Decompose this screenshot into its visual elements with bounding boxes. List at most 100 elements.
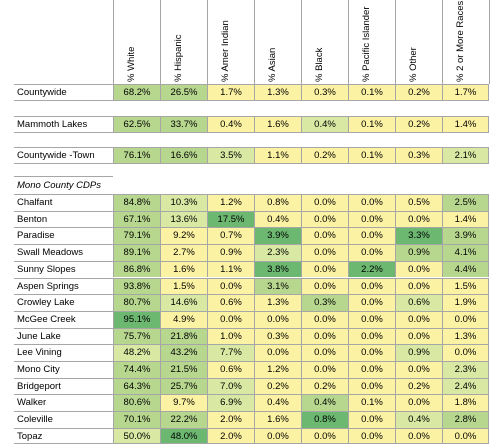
value-cell-black: 0.4% bbox=[301, 116, 348, 133]
value-cell-white: 80.7% bbox=[113, 294, 160, 311]
value-cell-amer-indian: 0.4% bbox=[207, 116, 254, 133]
col-header-label: % White bbox=[125, 46, 137, 82]
value-cell-white: 70.1% bbox=[113, 411, 160, 428]
value-cell-black: 0.0% bbox=[301, 310, 348, 328]
value-cell-hispanic: 43.2% bbox=[160, 344, 207, 361]
value-cell-other: 0.2% bbox=[395, 116, 442, 133]
value-cell-hispanic: 14.6% bbox=[160, 294, 207, 311]
value-cell-other: 0.0% bbox=[395, 210, 442, 228]
header-divider bbox=[489, 0, 490, 84]
row-label: Mammoth Lakes bbox=[14, 116, 113, 133]
value-cell-pacific-islander: 0.0% bbox=[348, 277, 395, 295]
value-cell-hispanic: 26.5% bbox=[160, 84, 207, 101]
value-cell-asian: 3.8% bbox=[254, 260, 301, 278]
row-walker: Walker 80.6% 9.7% 6.9% 0.4% 0.4% 0.1% 0.0% 1.8% bbox=[14, 394, 489, 412]
value-cell-black: 0.0% bbox=[301, 194, 348, 211]
value-cell-asian: 1.6% bbox=[254, 411, 301, 428]
header-hispanic: % Hispanic bbox=[160, 2, 207, 82]
value-cell-2-or-more-races: 1.8% bbox=[442, 394, 489, 412]
col-header-label: % Other bbox=[407, 47, 419, 82]
col-header-label: % Hispanic bbox=[172, 34, 184, 82]
value-cell-2-or-more-races: 1.3% bbox=[442, 327, 489, 345]
value-cell-hispanic: 25.7% bbox=[160, 377, 207, 395]
value-cell-other: 0.6% bbox=[395, 294, 442, 311]
header-asian: % Asian bbox=[254, 2, 301, 82]
value-cell-pacific-islander: 0.0% bbox=[348, 210, 395, 228]
value-cell-hispanic: 21.5% bbox=[160, 361, 207, 378]
value-cell-black: 0.2% bbox=[301, 377, 348, 395]
value-cell-black: 0.0% bbox=[301, 427, 348, 445]
value-cell-hispanic: 9.7% bbox=[160, 394, 207, 412]
value-cell-asian: 3.9% bbox=[254, 227, 301, 245]
value-cell-hispanic: 16.6% bbox=[160, 147, 207, 164]
value-cell-asian: 0.2% bbox=[254, 377, 301, 395]
value-cell-amer-indian: 6.9% bbox=[207, 394, 254, 412]
value-cell-hispanic: 21.8% bbox=[160, 327, 207, 345]
row-topaz: Topaz 50.0% 48.0% 2.0% 0.0% 0.0% 0.0% 0.0% 0.0% bbox=[14, 427, 489, 445]
value-cell-other: 0.0% bbox=[395, 327, 442, 345]
value-cell-2-or-more-races: 1.9% bbox=[442, 294, 489, 311]
col-header-label: % 2 or More Races bbox=[454, 0, 466, 82]
value-cell-2-or-more-races: 1.7% bbox=[442, 84, 489, 101]
section-title: Mono County CDPs bbox=[14, 176, 113, 194]
header-divider bbox=[254, 0, 255, 84]
value-cell-pacific-islander: 0.0% bbox=[348, 361, 395, 378]
value-cell-other: 0.0% bbox=[395, 277, 442, 295]
value-cell-2-or-more-races: 2.8% bbox=[442, 411, 489, 428]
row-label: Benton bbox=[14, 210, 113, 228]
value-cell-pacific-islander: 2.2% bbox=[348, 260, 395, 278]
value-cell-asian: 1.2% bbox=[254, 361, 301, 378]
value-cell-amer-indian: 0.0% bbox=[207, 310, 254, 328]
value-cell-other: 0.0% bbox=[395, 394, 442, 412]
value-cell-amer-indian: 1.2% bbox=[207, 194, 254, 211]
ethnicity-table: % White % Hispanic % Amer Indian % Asian… bbox=[14, 0, 497, 448]
value-cell-asian: 0.3% bbox=[254, 327, 301, 345]
value-cell-black: 0.3% bbox=[301, 294, 348, 311]
value-cell-2-or-more-races: 4.1% bbox=[442, 244, 489, 261]
row-aspen-springs: Aspen Springs 93.8% 1.5% 0.0% 3.1% 0.0% 0.0% 0.… bbox=[14, 277, 489, 295]
value-cell-2-or-more-races: 1.5% bbox=[442, 277, 489, 295]
value-cell-amer-indian: 0.6% bbox=[207, 294, 254, 311]
row-label: Countywide -Town bbox=[14, 147, 113, 164]
header-other: % Other bbox=[395, 2, 442, 82]
value-cell-pacific-islander: 0.0% bbox=[348, 194, 395, 211]
row-bridgeport: Bridgeport 64.3% 25.7% 7.0% 0.2% 0.2% 0.0% 0.2%… bbox=[14, 377, 489, 395]
value-cell-white: 79.1% bbox=[113, 227, 160, 245]
row-label: June Lake bbox=[14, 327, 113, 345]
row-mcgee-creek: McGee Creek 95.1% 4.9% 0.0% 0.0% 0.0% 0.0% 0.0%… bbox=[14, 310, 489, 328]
header-divider bbox=[113, 0, 114, 84]
value-cell-asian: 0.8% bbox=[254, 194, 301, 211]
value-cell-amer-indian: 3.5% bbox=[207, 147, 254, 164]
value-cell-white: 86.8% bbox=[113, 260, 160, 278]
value-cell-2-or-more-races: 0.0% bbox=[442, 310, 489, 328]
value-cell-pacific-islander: 0.1% bbox=[348, 116, 395, 133]
value-cell-black: 0.0% bbox=[301, 227, 348, 245]
value-cell-asian: 1.3% bbox=[254, 294, 301, 311]
value-cell-asian: 0.0% bbox=[254, 344, 301, 361]
value-cell-black: 0.0% bbox=[301, 210, 348, 228]
value-cell-black: 0.2% bbox=[301, 147, 348, 164]
header-divider bbox=[301, 0, 302, 84]
row-label: Mono City bbox=[14, 361, 113, 378]
value-cell-amer-indian: 0.0% bbox=[207, 277, 254, 295]
value-cell-hispanic: 1.5% bbox=[160, 277, 207, 295]
row-label: Bridgeport bbox=[14, 377, 113, 395]
value-cell-other: 3.3% bbox=[395, 227, 442, 245]
value-cell-2-or-more-races: 2.1% bbox=[442, 147, 489, 164]
value-cell-2-or-more-races: 2.4% bbox=[442, 377, 489, 395]
row-lee-vining: Lee Vining 48.2% 43.2% 7.7% 0.0% 0.0% 0.0% 0.9%… bbox=[14, 344, 489, 361]
value-cell-pacific-islander: 0.1% bbox=[348, 394, 395, 412]
value-cell-black: 0.3% bbox=[301, 84, 348, 101]
value-cell-other: 0.5% bbox=[395, 194, 442, 211]
value-cell-hispanic: 9.2% bbox=[160, 227, 207, 245]
header-white: % White bbox=[113, 2, 160, 82]
value-cell-other: 0.2% bbox=[395, 84, 442, 101]
value-cell-asian: 2.3% bbox=[254, 244, 301, 261]
value-cell-2-or-more-races: 4.4% bbox=[442, 260, 489, 278]
value-cell-white: 48.2% bbox=[113, 344, 160, 361]
value-cell-black: 0.8% bbox=[301, 411, 348, 428]
value-cell-asian: 1.6% bbox=[254, 116, 301, 133]
value-cell-other: 0.9% bbox=[395, 344, 442, 361]
value-cell-white: 93.8% bbox=[113, 277, 160, 295]
value-cell-amer-indian: 2.0% bbox=[207, 411, 254, 428]
